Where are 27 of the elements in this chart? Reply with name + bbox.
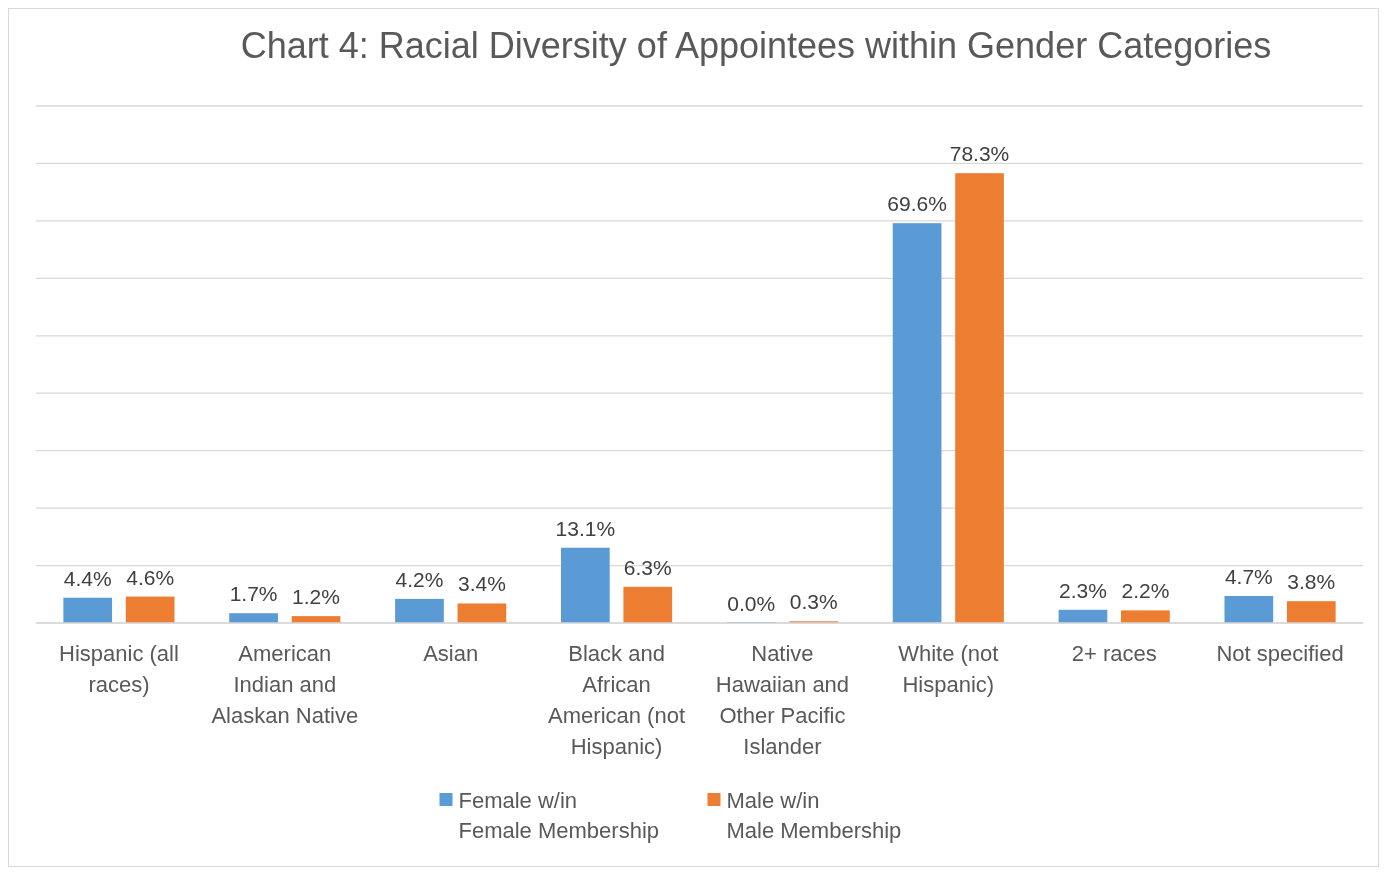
legend-label: Female w/in Female Membership [458, 787, 660, 843]
x-tick-label: Not specified [1216, 641, 1344, 666]
data-label: 1.2% [292, 585, 340, 609]
data-label: 2.3% [1059, 578, 1107, 602]
data-label: 0.0% [727, 592, 776, 615]
data-label: 4.7% [1224, 565, 1273, 588]
x-tick-label: White (not Hispanic) [898, 641, 999, 697]
data-label: 4.6% [126, 565, 175, 589]
chart-title: Chart 4: Racial Diversity of Appointees within Gender Categories [240, 25, 1272, 66]
data-label: 13.1% [555, 516, 616, 540]
x-tick-label: 2+ races [1071, 641, 1157, 666]
data-label: 4.2% [395, 567, 444, 591]
x-tick-label: Asian [423, 641, 479, 666]
data-label: 69.6% [887, 192, 947, 216]
x-tick-label: Native Hawaiian and Other Pacific Islander [715, 641, 850, 759]
data-label: 1.7% [229, 582, 278, 606]
data-label: 3.4% [457, 572, 506, 596]
data-label: 2.2% [1121, 579, 1170, 603]
legend-label: Male w/in Male Membership [726, 787, 902, 843]
data-label: 78.3% [949, 142, 1010, 166]
x-tick-label: American Indian and Alaskan Native [211, 641, 359, 728]
x-tick-label: Black and African American (not Hispanic) [548, 641, 686, 759]
data-label: 6.3% [623, 555, 672, 579]
data-label: 0.3% [789, 590, 838, 614]
data-label: 4.4% [63, 566, 112, 590]
x-tick-label: Hispanic (all races) [59, 641, 179, 697]
data-label: 3.8% [1287, 570, 1336, 594]
